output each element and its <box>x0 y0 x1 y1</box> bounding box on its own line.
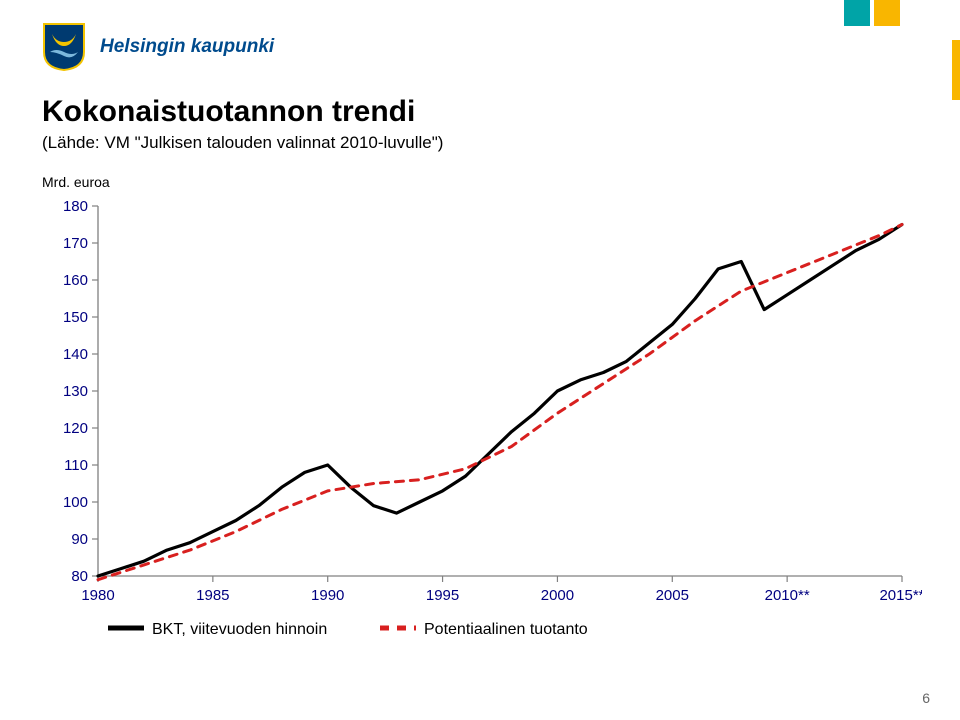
y-axis-label: Mrd. euroa <box>42 174 110 190</box>
page-number: 6 <box>922 690 930 706</box>
chart-svg: 80 90 100 110 120 130 140 150 160 170 180 1980 1985 1… <box>42 196 922 656</box>
svg-text:120: 120 <box>63 420 88 437</box>
svg-text:110: 110 <box>64 457 88 474</box>
chart-subtitle: (Lähde: VM "Julkisen talouden valinnat 2… <box>42 133 443 153</box>
title-block: Kokonaistuotannon trendi (Lähde: VM "Jul… <box>42 95 443 153</box>
svg-text:150: 150 <box>63 309 88 326</box>
svg-text:1980: 1980 <box>81 587 114 604</box>
svg-text:170: 170 <box>63 235 88 252</box>
city-logo <box>42 22 86 72</box>
city-name: Helsingin kaupunki <box>100 36 274 58</box>
svg-text:130: 130 <box>63 383 88 400</box>
svg-text:2010**: 2010** <box>765 587 810 604</box>
svg-text:2005: 2005 <box>656 587 689 604</box>
svg-text:2000: 2000 <box>541 587 574 604</box>
header: Helsingin kaupunki <box>42 22 274 72</box>
svg-text:140: 140 <box>63 346 88 363</box>
svg-text:Potentiaalinen tuotanto: Potentiaalinen tuotanto <box>424 621 588 638</box>
chart: 80 90 100 110 120 130 140 150 160 170 180 1980 1985 1… <box>42 196 922 656</box>
svg-text:160: 160 <box>63 272 88 289</box>
svg-text:2015**: 2015** <box>879 587 922 604</box>
decor-square-2 <box>874 0 900 26</box>
svg-text:BKT, viitevuoden hinnoin: BKT, viitevuoden hinnoin <box>152 621 327 638</box>
svg-text:1985: 1985 <box>196 587 229 604</box>
svg-text:80: 80 <box>71 568 88 585</box>
svg-text:1990: 1990 <box>311 587 344 604</box>
svg-text:1995: 1995 <box>426 587 459 604</box>
svg-text:90: 90 <box>71 531 88 548</box>
svg-text:180: 180 <box>63 198 88 215</box>
decor-square-1 <box>844 0 870 26</box>
decor-side-bar <box>952 40 960 100</box>
svg-text:100: 100 <box>63 494 88 511</box>
chart-title: Kokonaistuotannon trendi <box>42 95 443 129</box>
decor-squares <box>844 0 900 26</box>
